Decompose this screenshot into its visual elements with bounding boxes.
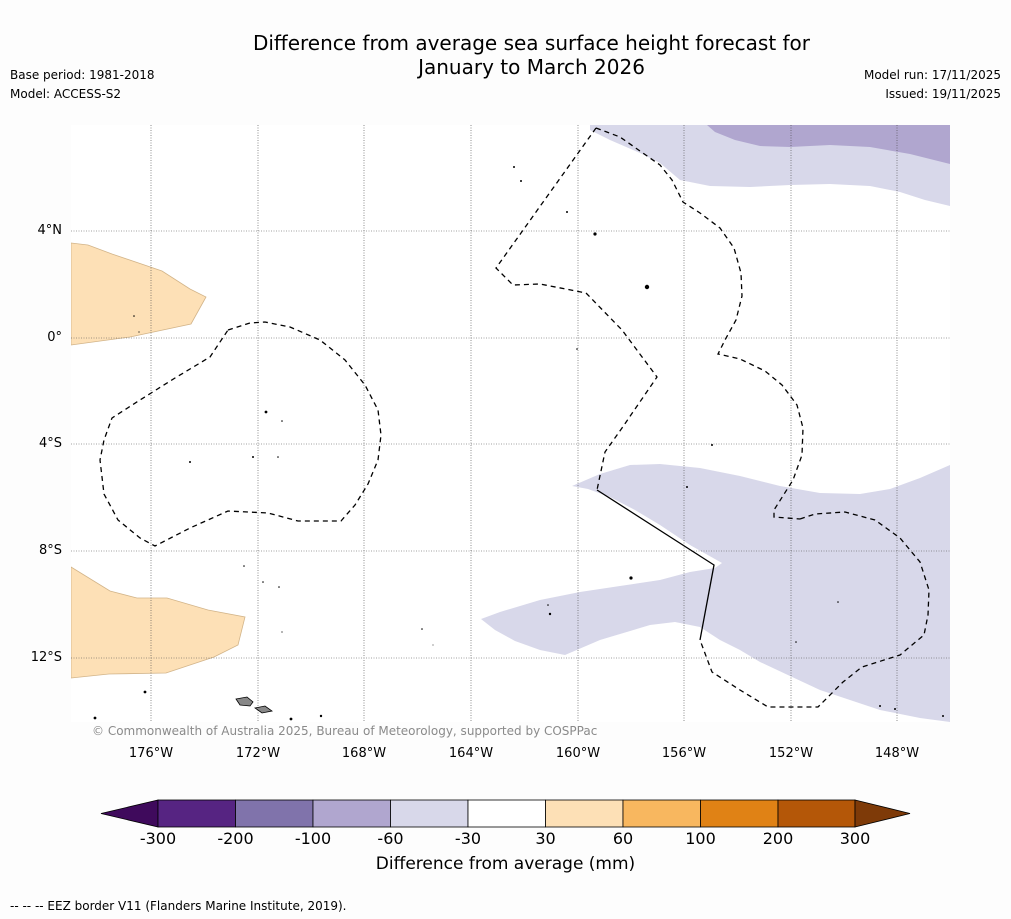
x-tick-label: 164°W [448,746,494,761]
x-tick-label: 160°W [555,746,601,761]
meta-right: Model run: 17/11/2025 Issued: 19/11/2025 [864,66,1001,104]
colorbar-tick-label: -30 [454,829,482,848]
x-tick-label: 156°W [661,746,707,761]
colorbar-tick-label: -100 [294,829,332,848]
colorbar-tick-label: -200 [217,829,254,848]
issued-date: Issued: 19/11/2025 [885,87,1001,101]
maritime-boundary-solid [596,489,715,641]
colorbar-tick-label: 30 [535,829,556,848]
x-tick-label: 168°W [341,746,387,761]
title-line-2: January to March 2026 [418,55,645,79]
negative-anomaly-region-southeast [481,464,950,722]
samoa-island-east [254,705,273,714]
model-run: Model run: 17/11/2025 [863,68,1001,82]
y-tick-label: 12°S [30,650,62,665]
y-tick-label: 4°S [38,436,62,451]
colorbar-segment [545,799,624,828]
colorbar-segment [700,799,779,828]
samoa-island [235,696,254,707]
gridlines [71,125,950,722]
negative-anomaly-region-strong [707,125,950,164]
model-name: Model: ACCESS-S2 [10,87,122,101]
colorbar-segment [157,799,236,828]
colorbar-segment [622,799,701,828]
colorbar-arrow-low [100,799,159,828]
colorbar-segment [390,799,469,828]
title-line-1: Difference from average sea surface heig… [252,31,811,55]
x-tick-label: 176°W [128,746,174,761]
eez-border-central [495,127,658,491]
base-period: Base period: 1981-2018 [10,68,155,82]
colorbar-segment [777,799,856,828]
colorbar-segment [312,799,391,828]
positive-anomaly-region-south [71,566,246,679]
eez-border-eastern-south [699,511,930,708]
colorbar-segment [467,799,546,828]
colorbar-label: Difference from average (mm) [375,854,636,874]
colorbar-tick-label: -300 [139,829,177,848]
positive-anomaly-region-north [71,242,207,346]
eez-footnote: -- -- -- EEZ border V11 (Flanders Marine… [10,899,347,913]
colorbar-tick-label: 60 [612,829,634,848]
colorbar-tick-label: 200 [762,829,794,848]
x-tick-label: 152°W [768,746,814,761]
copyright-notice: © Commonwealth of Australia 2025, Bureau… [92,724,598,738]
colorbar-segment [235,799,314,828]
y-tick-label: 8°S [38,543,62,558]
colorbar-tick-label: 100 [685,829,716,848]
colorbar-tick-label: -60 [377,829,404,848]
map-plot [71,125,950,722]
x-tick-label: 148°W [874,746,920,761]
chart-title: Difference from average sea surface heig… [0,31,1011,79]
colorbar-arrow-high [854,799,911,828]
eez-border-eastern-north [595,127,804,520]
eez-border-western [99,321,382,547]
colorbar-tick-label: 300 [839,829,871,848]
islands [93,166,944,721]
x-tick-label: 172°W [235,746,281,761]
y-tick-label: 0° [47,330,62,345]
y-tick-label: 4°N [37,223,63,238]
meta-left: Base period: 1981-2018 Model: ACCESS-S2 [10,66,155,104]
